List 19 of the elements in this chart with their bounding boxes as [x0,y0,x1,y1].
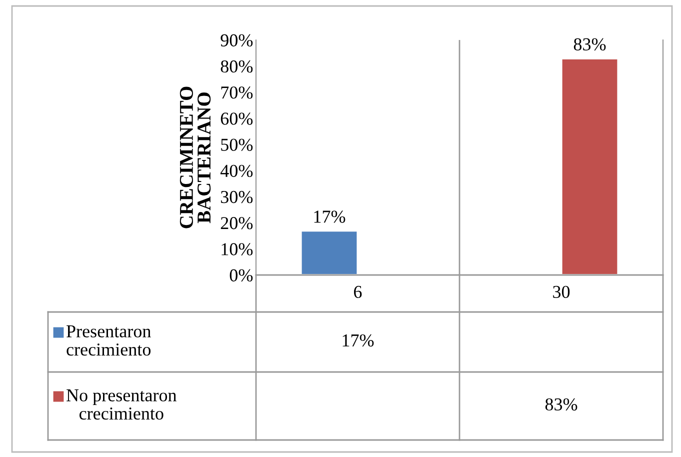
x-tick-label: 30 [553,286,570,298]
legend-label: No presentaron crecimiento [66,389,177,420]
y-tick-label: 30% [220,190,253,204]
y-tick-label: 0% [230,269,253,282]
y-tick-label: 60% [220,112,253,125]
y-tick-label: 40% [220,164,253,178]
y-tick-label: 80% [220,60,253,73]
y-tick-label: 50% [221,138,253,151]
y-tick-label: 20% [220,217,253,230]
y-axis-title: CRECIMINETO BACTERIANO [180,86,211,228]
data-label: 83% [574,38,606,51]
y-tick-label: 10% [222,243,253,256]
y-tick-label: 90% [220,34,253,46]
data-label: 17% [314,210,346,223]
x-tick-label: 6 [354,286,362,298]
y-tick-label: 70% [221,86,253,99]
text: 83% [545,398,578,411]
text: 17% [342,334,374,347]
legend-label: Presentaron crecimiento [66,325,151,356]
